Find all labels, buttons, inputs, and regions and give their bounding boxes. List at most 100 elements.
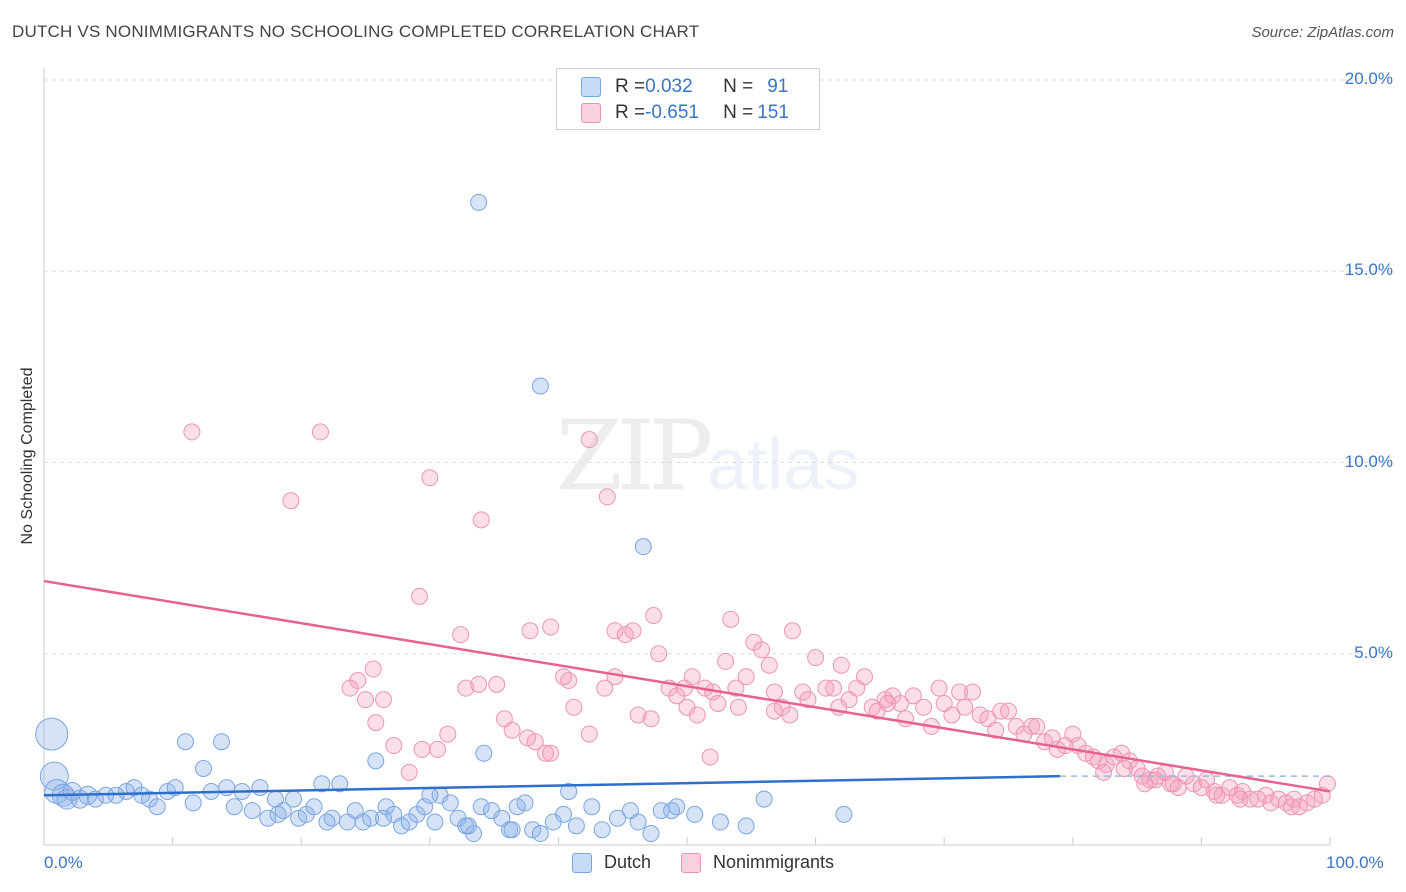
dutch-point	[331, 775, 349, 793]
nonimmigrant-point	[1095, 763, 1113, 781]
nonimmigrant-point	[503, 721, 521, 739]
dutch-point	[176, 733, 194, 751]
watermark-zip: ZIP	[556, 400, 713, 512]
nonimmigrant-point	[956, 698, 974, 716]
dutch-point	[39, 761, 69, 791]
dutch-point	[251, 779, 269, 797]
series-legend: Dutch Nonimmigrants	[0, 852, 1406, 873]
nonimmigrant-point	[1208, 786, 1226, 804]
nonimmigrant-point	[1282, 798, 1300, 816]
dutch-point	[503, 821, 521, 839]
dutch-point	[441, 794, 459, 812]
nonimmigrant-point	[987, 721, 1005, 739]
nonimmigrant-point	[421, 469, 439, 487]
nonimmigrant-point	[904, 687, 922, 705]
nonimmigrant-point	[542, 618, 560, 636]
dutch-point	[686, 805, 704, 823]
nonimmigrant-point	[1306, 790, 1324, 808]
watermark-atlas: atlas	[707, 425, 860, 505]
dutch-point	[259, 809, 277, 827]
dutch-point	[243, 802, 261, 820]
nonimmigrant-point	[1270, 790, 1288, 808]
dutch-point	[44, 778, 70, 804]
source-label: Source: ZipAtlas.com	[1251, 24, 1394, 41]
dutch-point	[531, 825, 549, 843]
nonimmigrant-point	[729, 698, 747, 716]
nonimmigrant-point	[488, 675, 506, 693]
nonimmigrant-point	[675, 679, 693, 697]
dutch-point	[560, 782, 578, 800]
dutch-point	[668, 798, 686, 816]
dutch-point	[421, 786, 439, 804]
nonimmigrant-point	[282, 492, 300, 510]
nonimmigrant-point	[737, 668, 755, 686]
nonimmigrant-point	[1231, 790, 1249, 808]
dutch-point	[516, 794, 534, 812]
nonimmigrant-point	[470, 675, 488, 693]
dutch-point	[593, 821, 611, 839]
dutch-point	[367, 752, 385, 770]
nonimmigrant-point	[799, 691, 817, 709]
dutch-point	[218, 779, 236, 797]
nonimmigrant-point	[542, 744, 560, 762]
nonimmigrant-point	[364, 660, 382, 678]
grid-lines	[44, 79, 1395, 655]
nonimmigrant-point	[760, 656, 778, 674]
dutch-point	[835, 805, 853, 823]
dutch-legend-swatch	[571, 852, 592, 873]
nonimmigrants-r-label: R =	[615, 102, 646, 123]
legend-row-dutch: R = 0.032 N = 91	[557, 74, 788, 100]
legend-item-nonimmigrants[interactable]: Nonimmigrants	[680, 852, 835, 873]
nonimmigrant-point	[519, 729, 537, 747]
nonimmigrant-point	[183, 423, 201, 441]
dutch-point	[470, 193, 488, 211]
dutch-swatch	[581, 77, 601, 97]
axes	[43, 68, 1331, 846]
dutch-point	[225, 798, 243, 816]
dutch-point	[531, 377, 549, 395]
nonimmigrant-point	[943, 706, 961, 724]
nonimmigrant-point	[717, 652, 735, 670]
nonimmigrant-point	[781, 706, 799, 724]
nonimmigrant-point	[951, 683, 969, 701]
dutch-point	[318, 813, 336, 831]
dutch-point	[472, 798, 490, 816]
nonimmigrant-point	[596, 679, 614, 697]
dutch-point	[609, 809, 627, 827]
dutch-point	[375, 809, 393, 827]
dutch-point	[362, 809, 380, 827]
legend-item-dutch[interactable]: Dutch	[571, 852, 651, 873]
nonimmigrant-point	[1249, 790, 1267, 808]
nonimmigrants-legend-label: Nonimmigrants	[712, 852, 835, 872]
dutch-point	[393, 817, 411, 835]
nonimmigrant-point	[439, 725, 457, 743]
nonimmigrant-point	[807, 649, 825, 667]
nonimmigrant-point	[832, 656, 850, 674]
chart-title: DUTCH VS NONIMMIGRANTS NO SCHOOLING COMP…	[12, 22, 700, 41]
dutch-point	[459, 817, 477, 835]
nonimmigrant-point	[701, 748, 719, 766]
nonimmigrant-point	[411, 587, 429, 605]
nonimmigrant-point	[1000, 702, 1017, 720]
nonimmigrant-point	[367, 714, 385, 732]
nonimmigrant-point	[897, 710, 915, 728]
nonimmigrant-point	[311, 423, 329, 441]
nonimmigrants-r-value: -0.651	[645, 102, 699, 123]
nonimmigrants-swatch	[581, 103, 601, 123]
dutch-point	[711, 813, 729, 831]
nonimmigrant-point	[765, 702, 783, 720]
dutch-n-value: 91	[767, 76, 789, 97]
x-tick-max: 100.0%	[1326, 853, 1384, 872]
nonimmigrant-point	[560, 672, 578, 690]
nonimmigrants-n-value: 151	[757, 102, 789, 123]
nonimmigrant-point	[891, 694, 909, 712]
nonimmigrant-point	[642, 710, 660, 728]
nonimmigrant-point	[765, 683, 783, 701]
nonimmigrant-trend-line	[43, 579, 1331, 793]
dutch-point	[133, 786, 151, 804]
y-tick-label: 15.0%	[1344, 260, 1393, 280]
dutch-point	[555, 805, 573, 823]
nonimmigrant-point	[616, 626, 634, 644]
nonimmigrant-point	[472, 511, 490, 529]
nonimmigrant-point	[457, 679, 475, 697]
